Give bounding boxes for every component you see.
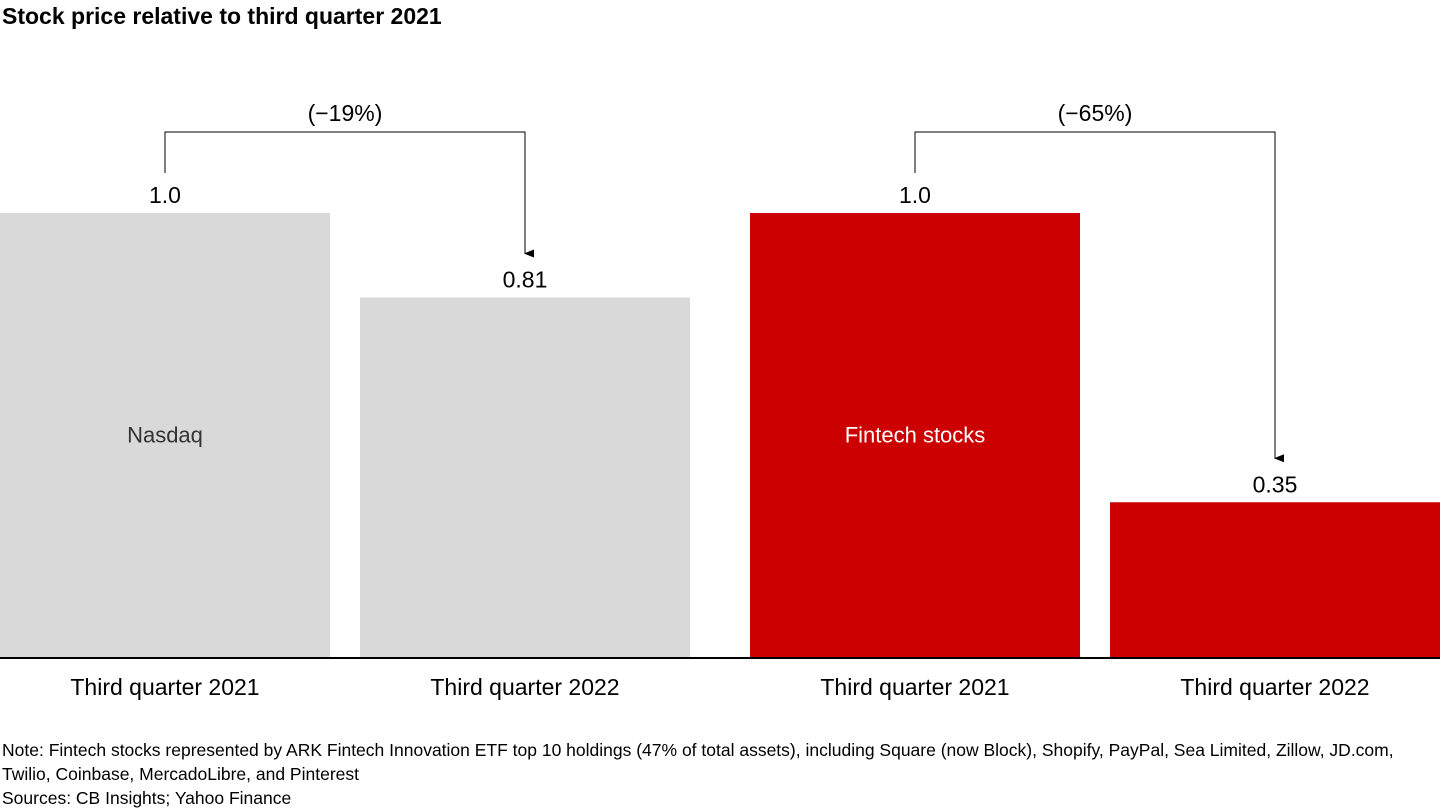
x-tick-label: Third quarter 2022 (430, 674, 619, 700)
value-label: 0.81 (503, 267, 548, 293)
bar-nasdaq-1 (0, 213, 330, 658)
x-tick-label: Third quarter 2021 (70, 674, 259, 700)
value-label: 1.0 (149, 182, 181, 208)
chart-footer: Note: Fintech stocks represented by ARK … (2, 738, 1438, 810)
bar-chart: 1.0 Third quarter 2021 0.81 Third quarter 2… (0, 100, 1440, 700)
value-label: 0.35 (1253, 471, 1298, 497)
bar-nasdaq-2 (360, 297, 690, 658)
x-tick-label: Third quarter 2021 (820, 674, 1009, 700)
series-label-nasdaq: Nasdaq (127, 423, 203, 448)
footnote: Note: Fintech stocks represented by ARK … (2, 740, 1394, 784)
sources-note: Sources: CB Insights; Yahoo Finance (2, 788, 292, 808)
chart-title: Stock price relative to third quarter 20… (2, 3, 442, 29)
bar-fintech-1 (750, 213, 1080, 658)
value-label: 1.0 (899, 182, 931, 208)
change-bracket-arrow (164, 131, 534, 258)
change-label: (−65%) (1058, 100, 1133, 126)
series-label-fintech: Fintech stocks (845, 423, 986, 448)
x-tick-label: Third quarter 2022 (1180, 674, 1369, 700)
change-label: (−19%) (308, 100, 383, 126)
change-bracket-arrow (914, 131, 1284, 463)
bar-fintech-2 (1110, 502, 1440, 658)
